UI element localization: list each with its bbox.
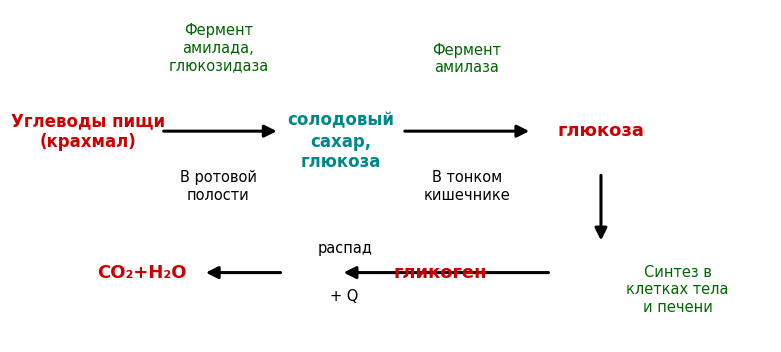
- Text: солодовый
сахар,
глюкоза: солодовый сахар, глюкоза: [287, 112, 394, 171]
- Text: Фермент
амилаза: Фермент амилаза: [433, 43, 501, 75]
- Text: + Q: + Q: [330, 289, 358, 304]
- Text: глюкоза: глюкоза: [558, 122, 644, 140]
- Text: Углеводы пищи
(крахмал): Углеводы пищи (крахмал): [11, 112, 166, 151]
- Text: Фермент
амилада,
глюкозидаза: Фермент амилада, глюкозидаза: [168, 24, 269, 73]
- Text: В ротовой
полости: В ротовой полости: [180, 170, 257, 202]
- Text: гликоген: гликоген: [394, 264, 487, 282]
- Text: CO₂+H₂O: CO₂+H₂O: [97, 264, 187, 282]
- Text: Синтез в
клетках тела
и печени: Синтез в клетках тела и печени: [626, 265, 729, 315]
- Text: В тонком
кишечнике: В тонком кишечнике: [423, 170, 511, 202]
- Text: распад: распад: [317, 241, 372, 256]
